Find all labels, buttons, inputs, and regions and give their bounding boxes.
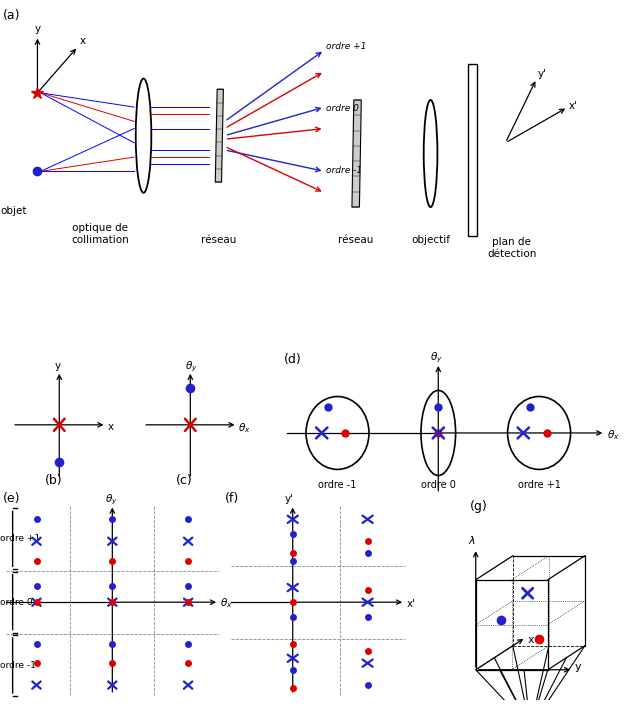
Text: ordre +1: ordre +1 [518,480,560,490]
Text: objet: objet [0,206,26,216]
Text: ordre -1: ordre -1 [318,480,357,490]
Text: y: y [575,662,582,672]
Text: x': x' [407,599,416,609]
Text: plan de
détection: plan de détection [487,238,537,259]
Text: $\lambda$: $\lambda$ [467,534,475,546]
Text: (d): (d) [284,353,301,366]
Text: ordre 0: ordre 0 [0,598,32,607]
Text: y: y [55,361,61,371]
Text: y: y [34,24,41,34]
Text: objectif: objectif [411,235,450,245]
Text: (c): (c) [175,474,192,487]
Text: réseau: réseau [201,235,236,245]
Polygon shape [215,89,223,182]
Text: $\theta_x$: $\theta_x$ [220,597,233,610]
Text: (g): (g) [470,500,487,513]
Text: y': y' [538,69,547,79]
Polygon shape [352,100,361,207]
Text: ordre +1: ordre +1 [0,534,40,543]
Text: x: x [80,36,86,46]
Text: ordre -1: ordre -1 [0,661,36,670]
Text: y': y' [284,494,293,504]
Text: (a): (a) [3,9,21,21]
Text: (e): (e) [3,492,21,506]
Text: réseau: réseau [338,235,373,245]
Text: $\theta_y$: $\theta_y$ [431,351,443,365]
Text: ordre -1: ordre -1 [326,166,362,175]
Text: x: x [528,635,535,645]
Text: x: x [108,422,114,432]
Text: (f): (f) [225,492,239,506]
Text: $\theta_x$: $\theta_x$ [238,421,251,435]
Polygon shape [468,64,477,236]
Text: ordre 0: ordre 0 [326,104,359,113]
Text: optique de
collimation: optique de collimation [71,223,129,245]
Text: $\theta_x$: $\theta_x$ [607,428,620,442]
Text: (b): (b) [44,474,62,487]
Text: $\theta_y$: $\theta_y$ [105,493,118,507]
Text: $\theta_y$: $\theta_y$ [185,360,198,374]
Text: ordre 0: ordre 0 [421,480,456,490]
Text: ordre +1: ordre +1 [326,41,366,51]
Text: x': x' [569,101,578,111]
